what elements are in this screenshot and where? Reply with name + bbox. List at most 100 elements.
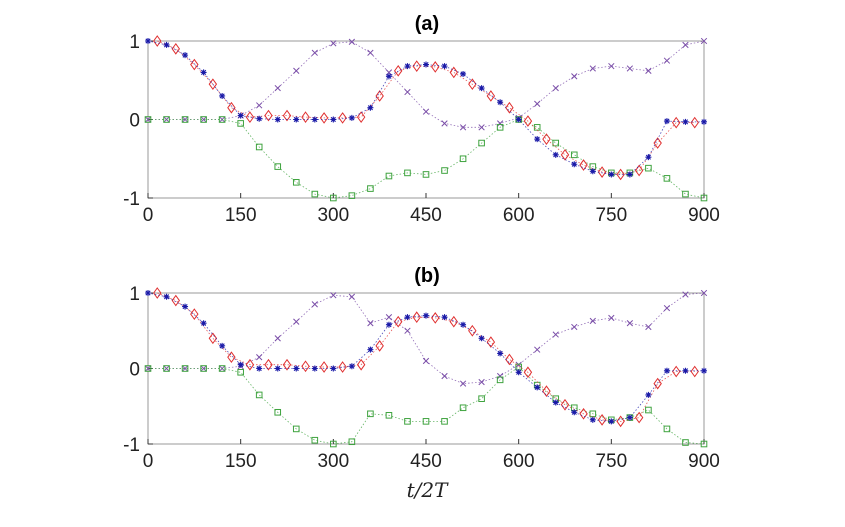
panel-b-series-x-cross: [144, 289, 708, 387]
panel-a-data-point: [163, 116, 170, 123]
panel-b-data-point: [468, 324, 477, 337]
panel-b-data-point: [515, 369, 522, 376]
panel-a-data-point: [218, 116, 226, 123]
panel-b-data-point: [145, 290, 151, 296]
panel-b-data-point: [597, 413, 607, 426]
panel-b-x-tick-label: 0: [143, 451, 154, 472]
panel-a-data-point: [422, 108, 430, 115]
panel-b-data-point: [515, 361, 522, 368]
panel-a-data-point: [422, 171, 430, 178]
panel-b-series-line: [148, 366, 705, 445]
panel-a-data-point: [497, 99, 504, 106]
panel-b-data-point: [449, 315, 459, 328]
panel-b-data-point: [330, 440, 337, 448]
panel-b-data-point: [645, 323, 652, 331]
panel-b-x-tick-label: 900: [688, 451, 720, 472]
panel-a-data-point: [348, 38, 356, 45]
panel-b-data-point: [653, 377, 662, 390]
panel-a-data-point: [385, 172, 393, 180]
panel-a-x-tick-label: 300: [317, 205, 349, 226]
panel-b-data-point: [571, 323, 578, 331]
panel-b-data-point: [682, 367, 689, 374]
panel-b-data-point: [571, 409, 578, 416]
panel-a-data-point: [459, 124, 467, 131]
panel-a-x-tick-label: 450: [410, 205, 442, 226]
panel-b-data-point: [293, 318, 300, 325]
panel-a-data-point: [385, 73, 392, 80]
panel-b-data-point: [153, 287, 162, 299]
panel-b-data-point: [560, 398, 570, 411]
panel-b-data-point: [385, 321, 392, 328]
panel-a-data-point: [245, 111, 255, 124]
panel-a-data-point: [237, 112, 244, 119]
panel-b-data-point: [552, 399, 559, 406]
panel-b-data-point: [626, 414, 633, 421]
panel-a-data-point: [597, 166, 607, 178]
panel-b-x-tick-label: 150: [225, 451, 257, 472]
panel-b-data-point: [523, 366, 533, 379]
panel-a-data-point: [608, 171, 615, 178]
panel-b-data-point: [441, 372, 448, 380]
panel-b-data-point: [700, 440, 708, 448]
panel-a-data-point: [293, 67, 300, 74]
panel-a-data-point: [163, 41, 170, 48]
panel-b-data-point: [423, 312, 429, 319]
panel-a-data-point: [534, 100, 541, 107]
panel-a-data-point: [552, 84, 559, 92]
panel-a-data-point: [589, 65, 596, 72]
panel-a-data-point: [293, 116, 300, 123]
panel-b-data-point: [200, 365, 207, 372]
panel-b-data-point: [608, 314, 615, 322]
panel-b-data-point: [181, 365, 189, 372]
panel-a-data-point: [311, 49, 318, 56]
panel-b-data-point: [292, 425, 300, 433]
panel-b: (b) 0 150 300 450 600 750 900 10-1 t/2T: [123, 265, 720, 502]
panel-a-data-point: [468, 78, 477, 91]
panel-a-data-point: [375, 90, 384, 102]
panel-a-data-point: [256, 102, 263, 109]
panel-a-data-point: [441, 120, 448, 127]
panel-b-data-point: [311, 436, 319, 444]
panel-b-data-point: [330, 365, 337, 372]
panel-a-data-point: [338, 112, 347, 124]
panel-b-data-point: [701, 367, 707, 374]
panel-b-y-tick-label: -1: [123, 435, 140, 456]
panel-a-series: [144, 35, 708, 202]
panel-a-data-point: [208, 78, 218, 91]
panel-b-data-point: [144, 365, 152, 372]
panel-a-y-tick-label: 1: [129, 32, 140, 53]
panel-a-x-tick-label: 150: [225, 205, 257, 226]
panel-a-data-point: [682, 41, 689, 49]
panel-b-x-ticks: 0 150 300 450 600 750 900: [143, 439, 720, 472]
panel-a-data-point: [663, 175, 671, 182]
panel-a-data-point: [663, 118, 670, 125]
panel-a-data-point: [579, 159, 588, 171]
panel-a-data-point: [690, 116, 699, 129]
panel-a-series-x-cross: [144, 37, 708, 131]
panel-b-data-point: [255, 391, 263, 399]
panel-a-data-point: [460, 70, 467, 77]
panel-a-data-point: [496, 120, 504, 127]
panel-a-data-point: [634, 164, 644, 177]
panel-b-data-point: [293, 365, 300, 372]
panel-a-data-point: [330, 40, 337, 47]
panel-a-data-point: [552, 151, 559, 158]
panel-b-data-point: [478, 395, 485, 402]
panel-a-data-point: [311, 116, 318, 123]
panel-a-data-point: [449, 66, 459, 79]
panel-a-data-point: [626, 171, 633, 178]
panel-a-y-ticks: 1 0 -1: [123, 32, 153, 210]
panel-b-data-point: [422, 418, 430, 425]
panel-a-data-point: [282, 109, 292, 122]
panel-b-data-point: [589, 416, 596, 423]
panel-b-data-point: [478, 378, 485, 386]
panel-a-data-point: [219, 92, 226, 99]
panel-b-data-point: [422, 357, 430, 365]
panel-b-data-point: [441, 418, 448, 425]
panel-a-data-point: [319, 112, 329, 124]
panel-b-data-point: [171, 294, 181, 307]
panel-a-data-point: [542, 133, 551, 145]
panel-a-data-point: [367, 104, 374, 111]
panel-a-data-point: [330, 194, 337, 202]
